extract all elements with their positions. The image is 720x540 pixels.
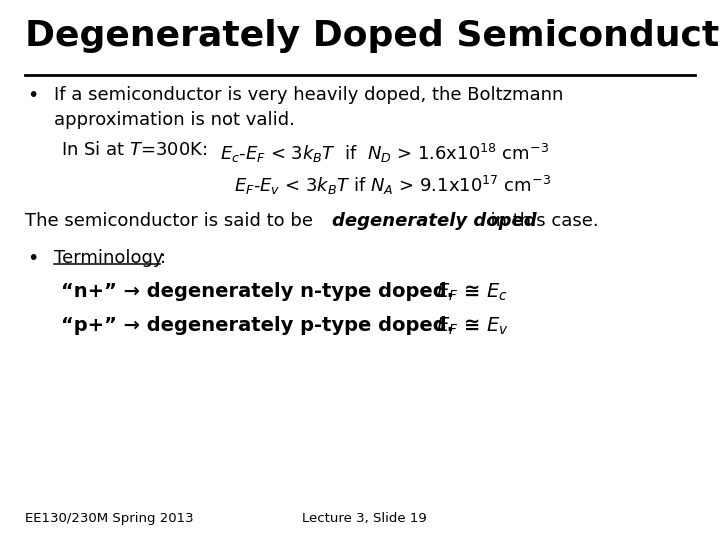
- Text: $E_F$-$E_v$ < 3$k_B$$T$ if $N_A$ > 9.1x10$^{17}$ cm$^{-3}$: $E_F$-$E_v$ < 3$k_B$$T$ if $N_A$ > 9.1x1…: [234, 174, 551, 197]
- Text: The semiconductor is said to be: The semiconductor is said to be: [25, 212, 319, 230]
- Text: Terminology: Terminology: [54, 249, 163, 267]
- Text: •: •: [27, 249, 39, 268]
- Text: “p+” → degenerately p-type doped.: “p+” → degenerately p-type doped.: [61, 316, 468, 335]
- Text: Degenerately Doped Semiconductor: Degenerately Doped Semiconductor: [25, 19, 720, 53]
- Text: degenerately doped: degenerately doped: [332, 212, 536, 230]
- Text: If a semiconductor is very heavily doped, the Boltzmann: If a semiconductor is very heavily doped…: [54, 86, 563, 104]
- Text: $E_c$-$E_F$ < 3$k_B$$T$  if  $N_D$ > 1.6x10$^{18}$ cm$^{-3}$: $E_c$-$E_F$ < 3$k_B$$T$ if $N_D$ > 1.6x1…: [220, 141, 549, 165]
- Text: “n+” → degenerately n-type doped.: “n+” → degenerately n-type doped.: [61, 282, 468, 301]
- Text: EE130/230M Spring 2013: EE130/230M Spring 2013: [25, 512, 194, 525]
- Text: $E_F$ ≅ $E_v$: $E_F$ ≅ $E_v$: [436, 316, 509, 337]
- Text: :: :: [160, 249, 166, 267]
- Text: Lecture 3, Slide 19: Lecture 3, Slide 19: [302, 512, 427, 525]
- Text: approximation is not valid.: approximation is not valid.: [54, 111, 295, 129]
- Text: In Si at $T$=300K:: In Si at $T$=300K:: [61, 141, 215, 159]
- Text: •: •: [27, 86, 39, 105]
- Text: $E_F$ ≅ $E_c$: $E_F$ ≅ $E_c$: [436, 282, 508, 303]
- Text: in this case.: in this case.: [479, 212, 598, 230]
